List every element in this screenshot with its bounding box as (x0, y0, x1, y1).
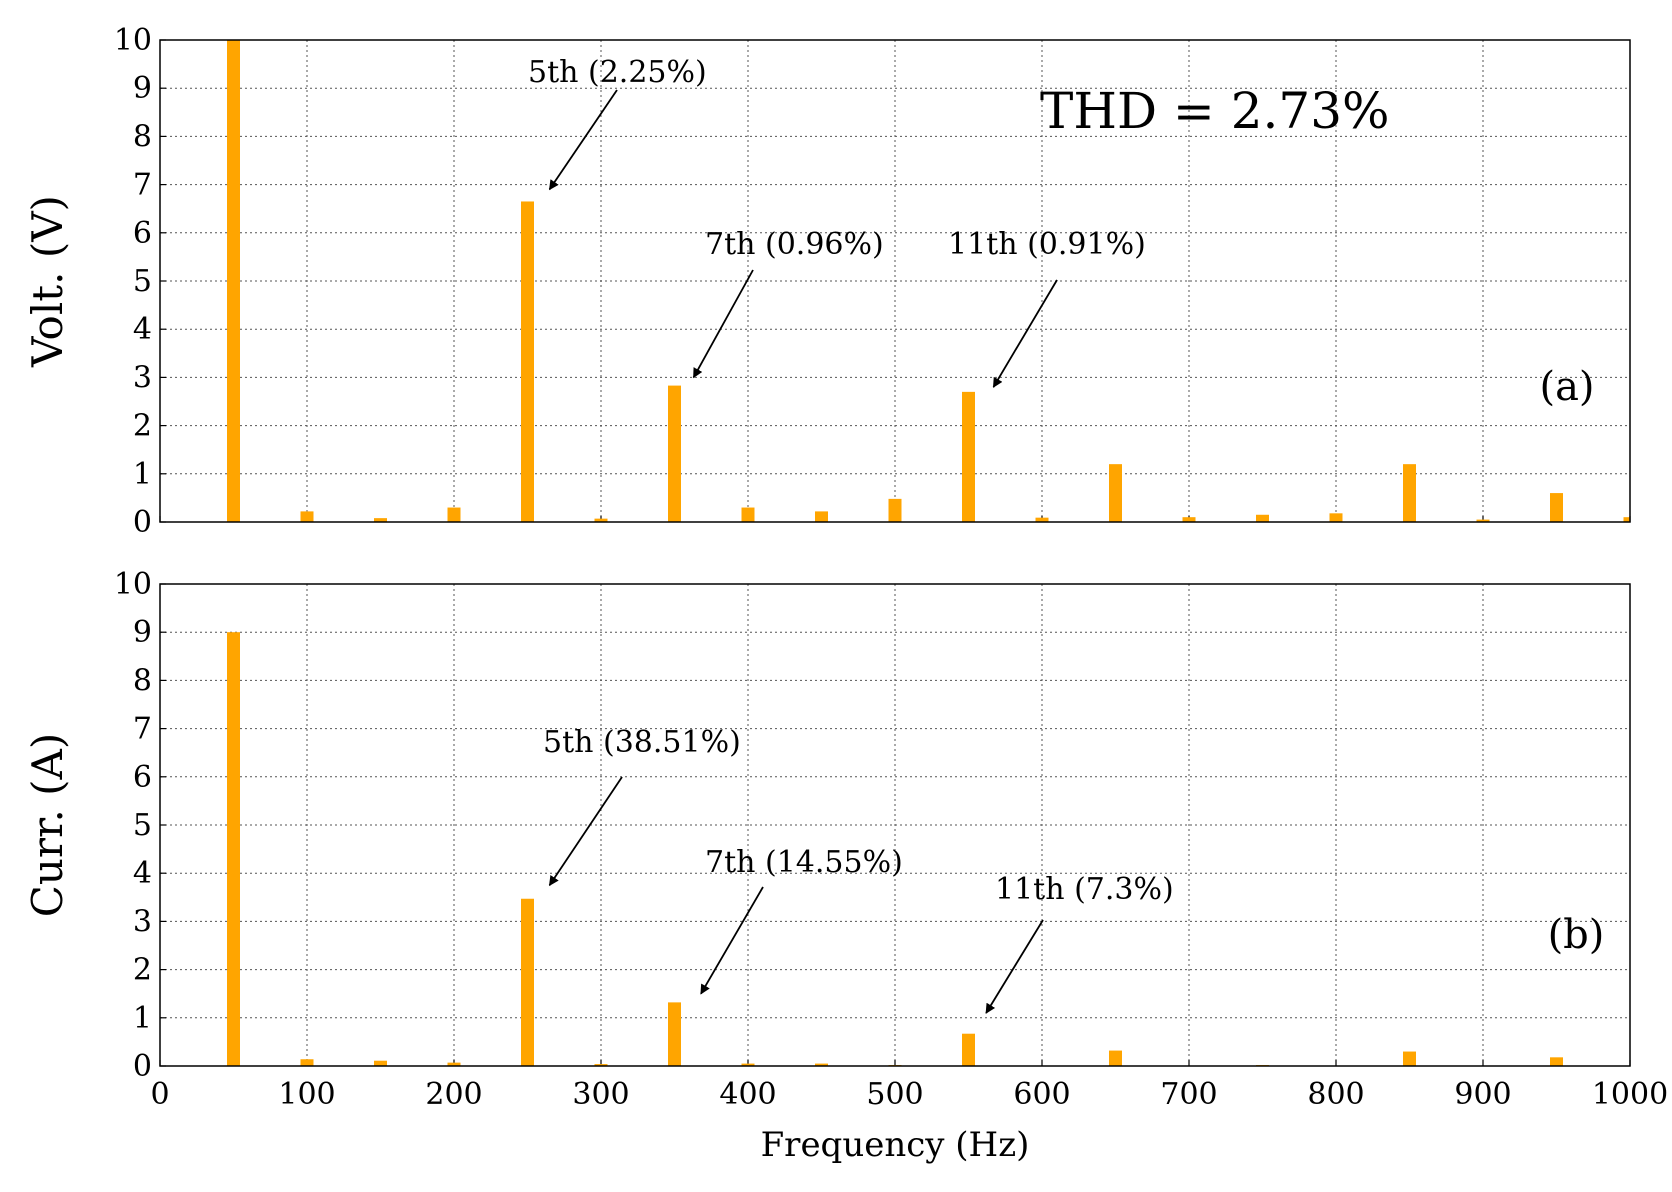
x-tick-label: 100 (278, 1077, 335, 1112)
bar-550hz (962, 1033, 975, 1066)
annotation-arrow (548, 776, 623, 887)
harmonic-annotation-label: 11th (7.3%) (995, 872, 1174, 907)
bar-850hz (1403, 1051, 1416, 1066)
bar-100hz (300, 511, 314, 522)
bar-1000hz (1623, 517, 1630, 522)
bar-50hz (227, 632, 240, 1066)
bar-200hz (447, 507, 461, 522)
bar-150hz (374, 518, 387, 522)
harmonic-annotation-label: 7th (14.55%) (705, 845, 903, 880)
harmonic-annotation-label: 5th (38.51%) (543, 725, 741, 760)
annotation-arrow (992, 279, 1058, 388)
x-tick-label: 500 (866, 1077, 923, 1112)
y-tick-label: 8 (133, 119, 152, 154)
current-panel: 0 100 200 300 400 500 600 700 800 900 1000 0 1 2 3 4 5 6 7… (23, 567, 1668, 1165)
y-tick-label: 5 (133, 808, 152, 843)
y-tick-label: 9 (133, 71, 152, 106)
annotation-arrow (692, 269, 754, 379)
x-tick-label: 200 (425, 1077, 482, 1112)
bar-600hz (1035, 517, 1049, 522)
y-tick-label: 2 (133, 409, 152, 444)
y-axis-title: Volt. (V) (23, 195, 72, 368)
bar-950hz (1550, 1057, 1563, 1066)
y-tick-label: 1 (133, 1001, 152, 1036)
y-tick-label: 0 (133, 1049, 152, 1084)
bar-650hz (1109, 464, 1122, 522)
bar-550hz (962, 391, 975, 522)
bar-500hz (888, 498, 902, 522)
x-tick-label: 0 (150, 1077, 169, 1112)
y-tick-label: 3 (133, 360, 152, 395)
y-tick-label: 6 (133, 760, 152, 795)
x-tick-label: 1000 (1592, 1077, 1668, 1112)
bar-650hz (1109, 1050, 1122, 1066)
y-tick-label: 7 (133, 712, 152, 747)
bar-450hz (815, 511, 828, 522)
panel-label: (b) (1548, 912, 1605, 958)
x-tick-label: 800 (1307, 1077, 1364, 1112)
bar-450hz (815, 1063, 828, 1066)
bar-50hz (227, 40, 240, 522)
annotation-arrow (985, 919, 1044, 1014)
bar-850hz (1403, 464, 1416, 522)
panel-label: (a) (1539, 364, 1594, 410)
x-tick-label: 700 (1160, 1077, 1217, 1112)
bar-250hz (521, 201, 534, 522)
harmonic-annotation-label: 11th (0.91%) (948, 227, 1146, 262)
y-tick-label: 7 (133, 168, 152, 203)
bar-400hz (741, 1063, 755, 1066)
y-tick-label: 8 (133, 663, 152, 698)
plot-frame (159, 39, 1631, 523)
x-tick-label: 300 (572, 1077, 629, 1112)
bar-750hz (1256, 514, 1269, 522)
harmonic-annotation-label: 5th (2.25%) (528, 55, 707, 90)
bar-300hz (594, 518, 608, 522)
y-tick-label: 4 (133, 312, 152, 347)
thd-annotation: THD = 2.73% (1040, 82, 1390, 140)
bar-300hz (594, 1064, 608, 1066)
annotation-arrow (700, 886, 764, 995)
y-tick-label: 2 (133, 953, 152, 988)
y-tick-label: 4 (133, 856, 152, 891)
bar-700hz (1182, 517, 1196, 522)
x-tick-label: 600 (1013, 1077, 1070, 1112)
y-tick-label: 5 (133, 264, 152, 299)
x-tick-label: 900 (1454, 1077, 1511, 1112)
y-tick-label: 0 (133, 505, 152, 540)
harmonic-annotation-label: 7th (0.96%) (705, 227, 884, 262)
plot-frame (159, 583, 1631, 1067)
bar-350hz (668, 385, 681, 522)
y-tick-label: 9 (133, 615, 152, 650)
y-tick-label: 6 (133, 216, 152, 251)
x-tick-label: 400 (719, 1077, 776, 1112)
bar-250hz (521, 898, 534, 1066)
bar-150hz (374, 1060, 387, 1066)
bar-950hz (1550, 493, 1563, 522)
bar-100hz (300, 1059, 314, 1066)
bar-400hz (741, 507, 755, 522)
y-tick-label: 1 (133, 457, 152, 492)
y-tick-label: 3 (133, 904, 152, 939)
voltage-panel: 0 1 2 3 4 5 6 7 8 9 10 Volt. (V) (a) THD = 2.73% 5th (… (23, 23, 1631, 540)
y-tick-label: 10 (114, 23, 152, 58)
bar-900hz (1476, 519, 1490, 522)
bar-350hz (668, 1002, 681, 1066)
x-axis-title: Frequency (Hz) (761, 1125, 1030, 1165)
bar-800hz (1329, 513, 1343, 522)
bar-200hz (447, 1062, 461, 1066)
y-tick-label: 10 (114, 567, 152, 602)
annotation-arrow (548, 89, 618, 191)
y-axis-title: Curr. (A) (23, 733, 72, 918)
